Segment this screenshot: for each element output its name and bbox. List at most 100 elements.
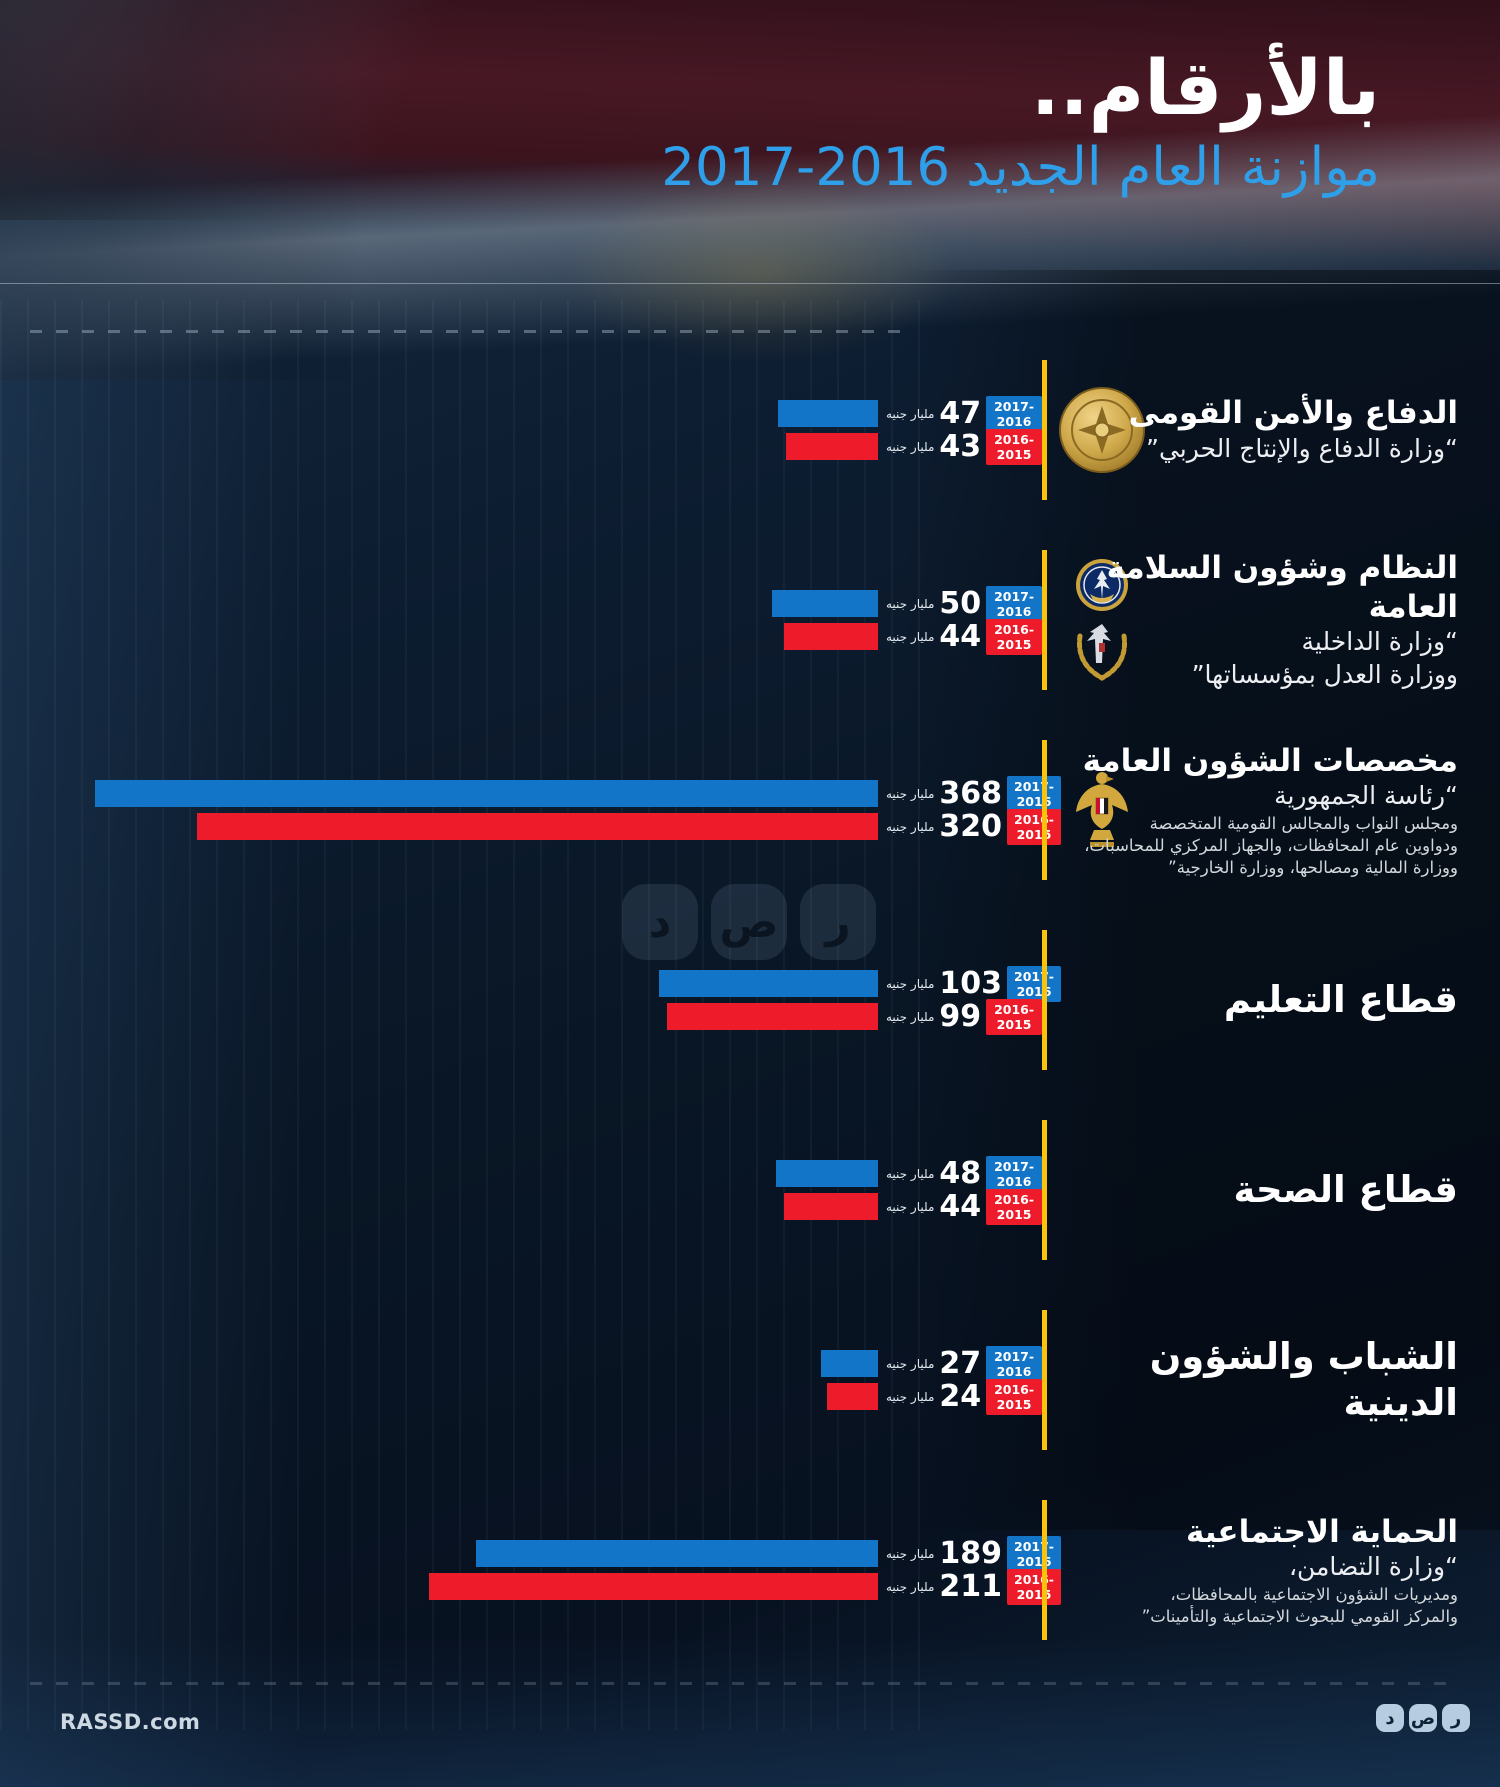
series-badge: 2017-2016 [986,1155,1042,1192]
accent-line [1042,1120,1047,1260]
sector-row: مليار جنيه 103 2017-2016 مليار جنيه 99 2016-2… [0,926,1500,1074]
bar-value: 103 [939,966,1003,1001]
value-cluster: مليار جنيه 44 2016-2015 [878,1188,1042,1225]
sector-label: مخصصات الشؤون العامة “رئاسة الجمهورية ومجل… [1050,736,1458,884]
bar-2016-2015 [786,433,878,460]
bar-value: 211 [939,1569,1003,1604]
bar-line-2017-2016: مليار جنيه 368 2017-2016 [0,775,1062,812]
page-subtitle: موازنة العام الجديد 2017-2016 [661,137,1380,199]
header: بالأرقام.. موازنة العام الجديد 2017-2016 [661,44,1380,198]
value-cluster: مليار جنيه 50 2017-2016 [878,585,1042,622]
unit-label: مليار جنيه [886,976,935,991]
value-cluster: مليار جنيه 99 2016-2015 [878,998,1042,1035]
justice-ministry-icon [1072,618,1132,684]
sector-label: الشباب والشؤون الدينية [1050,1306,1458,1454]
sector-title: قطاع التعليم [1223,977,1458,1021]
bar-line-2016-2015: مليار جنيه 24 2016-2015 [0,1378,1042,1415]
accent-line [1042,930,1047,1070]
bar-2016-2015 [784,1193,878,1220]
sector-note: ومجلس النواب والمجالس القومية المتخصصة [1149,813,1458,833]
unit-label: مليار جنيه [886,1199,935,1214]
sector-icons [1054,546,1150,694]
sector-title: النظام وشؤون السلامة العامة [1106,549,1458,625]
value-cluster: مليار جنيه 103 2017-2016 [878,965,1062,1002]
sector-label: قطاع الصحة [1050,1116,1458,1264]
unit-label: مليار جنيه [886,1356,935,1371]
value-cluster: مليار جنيه 189 2017-2016 [878,1535,1062,1572]
bar-value: 47 [939,396,982,431]
value-cluster: مليار جنيه 47 2017-2016 [878,395,1042,432]
series-badge: 2017-2016 [986,1345,1042,1382]
bottom-glow [0,1637,1500,1787]
bar-2016-2015 [429,1573,878,1600]
bar-2017-2016 [659,970,878,997]
bar-value: 43 [939,429,982,464]
sector-subtitle: “وزارة التضامن، [1288,1552,1458,1582]
military-medal-icon [1058,386,1146,474]
bar-2016-2015 [827,1383,878,1410]
series-badge: 2016-2015 [986,1188,1042,1225]
value-cluster: مليار جنيه 211 2016-2015 [878,1568,1062,1605]
sector-row: مليار جنيه 50 2017-2016 مليار جنيه 44 2016-20… [0,546,1500,694]
bar-2017-2016 [776,1160,878,1187]
bar-line-2016-2015: مليار جنيه 211 2016-2015 [0,1568,1062,1605]
watermark-letter-tile: ص [711,884,787,960]
value-cluster: مليار جنيه 320 2016-2015 [878,808,1062,845]
header-divider [0,283,1500,284]
bar-line-2016-2015: مليار جنيه 320 2016-2015 [0,808,1062,845]
right-shade [900,270,1500,1530]
flag-shadow [0,0,1500,380]
page-title: بالأرقام.. [1030,43,1380,132]
unit-label: مليار جنيه [886,629,935,644]
bar-value: 24 [939,1379,982,1414]
value-cluster: مليار جنيه 368 2017-2016 [878,775,1062,812]
series-badge: 2017-2016 [986,395,1042,432]
sector-note: ودواوين عام المحافظات، والجهاز المركزي ل… [1084,835,1458,855]
bar-2017-2016 [772,590,878,617]
bar-value: 320 [939,809,1003,844]
page-subtitle-years: 2017-2016 [661,137,951,199]
sector-note: والمركز القومي للبحوث الاجتماعية والتأمي… [1141,1606,1458,1626]
accent-line [1042,550,1047,690]
sector-row: مليار جنيه 48 2017-2016 مليار جنيه 44 2016-20… [0,1116,1500,1264]
sector-row: مليار جنيه 47 2017-2016 مليار جنيه 43 2016-20… [0,356,1500,504]
sector-row: مليار جنيه 189 2017-2016 مليار جنيه 211 2016-… [0,1496,1500,1644]
unit-label: مليار جنيه [886,1389,935,1404]
sector-title: الحماية الاجتماعية [1185,1513,1458,1550]
sector-title: الدفاع والأمن القومى [1128,395,1458,432]
accent-line [1042,1500,1047,1640]
unit-label: مليار جنيه [886,819,935,834]
bar-line-2016-2015: مليار جنيه 44 2016-2015 [0,618,1042,655]
unit-label: مليار جنيه [886,439,935,454]
sector-note: ومديريات الشؤون الاجتماعية بالمحافظات، [1170,1584,1458,1604]
unit-label: مليار جنيه [886,786,935,801]
sector-row: مليار جنيه 368 2017-2016 مليار جنيه 320 2016-… [0,736,1500,884]
series-badge: 2016-2015 [986,998,1042,1035]
accent-line [1042,1310,1047,1450]
bar-line-2017-2016: مليار جنيه 189 2017-2016 [0,1535,1062,1572]
unit-label: مليار جنيه [886,1009,935,1024]
sector-label: النظام وشؤون السلامة العامة “وزارة الداخل… [1050,546,1458,694]
bar-2017-2016 [821,1350,878,1377]
accent-line [1042,740,1047,880]
series-badge: 2016-2015 [1007,808,1062,845]
page-subtitle-text: موازنة العام الجديد [966,137,1380,199]
sector-icons [1054,736,1150,884]
egypt-eagle-icon [1066,768,1138,852]
left-glow [0,220,300,1787]
bar-value: 44 [939,619,982,654]
unit-label: مليار جنيه [886,406,935,421]
sector-subtitle: ووزارة العدل بمؤسساتها” [1191,659,1458,689]
unit-label: مليار جنيه [886,1579,935,1594]
bar-2017-2016 [476,1540,878,1567]
series-badge: 2016-2015 [986,618,1042,655]
bar-2016-2015 [784,623,878,650]
value-cluster: مليار جنيه 27 2017-2016 [878,1345,1042,1382]
bar-2016-2015 [667,1003,878,1030]
dotted-rule-top [30,330,905,333]
unit-label: مليار جنيه [886,596,935,611]
series-badge: 2016-2015 [986,428,1042,465]
bar-value: 99 [939,999,982,1034]
bar-value: 48 [939,1156,982,1191]
